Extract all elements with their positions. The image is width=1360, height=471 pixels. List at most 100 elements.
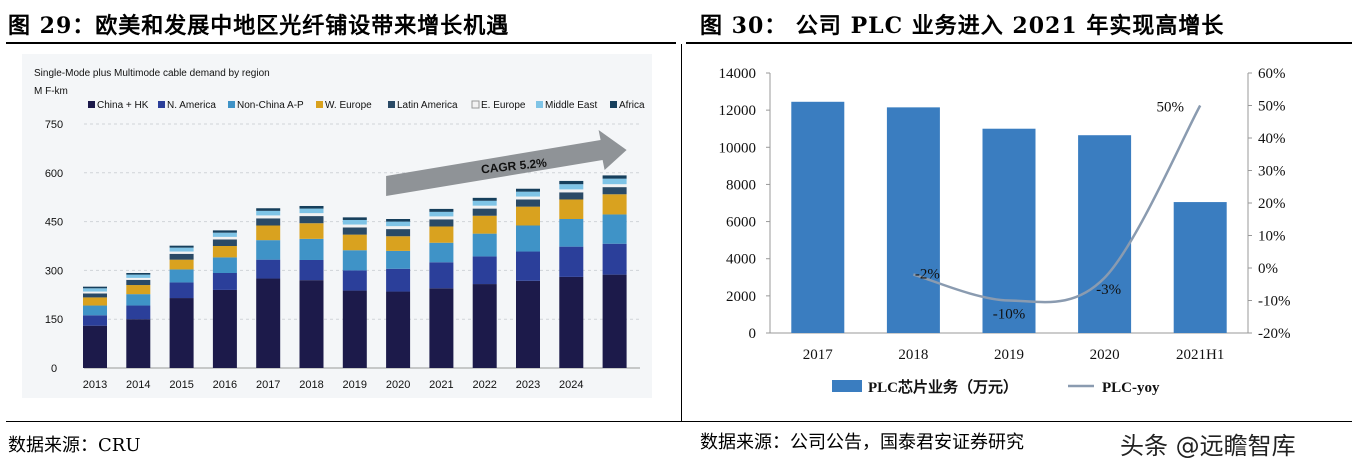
left-bar-segment: [212, 239, 237, 246]
watermark: 头条 @远瞻智库: [1120, 432, 1296, 460]
right-bars: [791, 101, 1227, 334]
left-xtick-label: 2019: [343, 379, 367, 391]
left-legend-label: China + HK: [97, 100, 149, 111]
left-bar-segment: [256, 240, 281, 260]
left-bar-segment: [126, 285, 151, 295]
left-xtick-label: 2021: [429, 379, 453, 391]
left-bar-segment: [212, 236, 237, 240]
left-ytick-label: 0: [51, 363, 57, 375]
left-bar-segment: [83, 325, 107, 368]
cagr-arrow-shape: [386, 130, 627, 196]
left-legend-label: Non-China A-P: [237, 100, 304, 111]
plc-bar: [1078, 135, 1132, 333]
left-bar-segment: [83, 286, 107, 289]
plc-bar: [1173, 202, 1227, 333]
left-bar-segment: [429, 208, 454, 212]
left-bar-segment: [83, 293, 107, 298]
left-bar-segment: [212, 230, 237, 233]
right-source: 数据来源：公司公告，国泰君安证券研究: [700, 432, 1024, 453]
left-bar-segment: [342, 227, 367, 235]
left-legend-swatch: [388, 101, 395, 108]
left-bar-segment: [472, 205, 497, 209]
left-legend-swatch: [158, 101, 165, 108]
left-bar-segment: [472, 197, 497, 201]
left-bar-segment: [83, 315, 107, 326]
legend-bar-label: PLC芯片业务（万元）: [868, 378, 1018, 396]
left-x-axis: 2013 2014 2015 2016 2017 2018 2019 2020 2021 2022…: [83, 379, 584, 391]
left-legend-label: Africa: [619, 100, 645, 111]
left-bar-segment: [602, 184, 627, 188]
left-bar-segment: [256, 259, 281, 279]
right-right-tick-label: 10%: [1258, 229, 1286, 245]
left-legend-label: N. America: [167, 100, 216, 111]
left-bar-segment: [169, 251, 194, 254]
left-bar-segment: [299, 213, 324, 217]
left-bar-segment: [299, 238, 324, 260]
left-bar-segment: [256, 215, 281, 219]
left-bar-segment: [472, 233, 497, 257]
left-bar-segment: [429, 211, 454, 217]
left-xtick-label: 2015: [169, 379, 193, 391]
left-bar-segment: [169, 247, 194, 252]
left-ytick-label: 150: [45, 314, 63, 326]
left-bar-segment: [126, 277, 151, 280]
right-right-tick-label: 30%: [1258, 164, 1286, 180]
left-bar-segment: [429, 226, 454, 243]
right-xtick-label: 2017: [803, 347, 834, 363]
left-bar-segment: [472, 208, 497, 216]
right-right-tick-label: -20%: [1258, 326, 1291, 342]
left-bar-segment: [516, 225, 540, 252]
left-bar-segment: [256, 225, 281, 241]
left-legend-swatch: [316, 101, 323, 108]
left-bar-segment: [429, 262, 454, 289]
left-stacked-bar-chart: Single-Mode plus Multimode cable demand …: [22, 54, 652, 398]
left-bar-segment: [386, 250, 411, 269]
right-right-tick-label: 20%: [1258, 196, 1286, 212]
yoy-data-label: -10%: [993, 307, 1026, 323]
left-bar-segment: [169, 259, 194, 270]
left-bar-segment: [342, 270, 367, 291]
left-bar-segment: [299, 208, 324, 214]
left-bar-segment: [169, 269, 194, 283]
left-legend: China + HK N. America Non-China A-P W. Euro…: [88, 100, 645, 111]
right-left-tick-label: 6000: [726, 215, 756, 231]
left-bar-segment: [256, 208, 281, 211]
left-bar-segment: [169, 253, 194, 260]
plc-bar: [791, 101, 845, 334]
left-bar-segment: [602, 274, 627, 368]
left-bar-segment: [516, 206, 540, 226]
left-bar-segment: [83, 297, 107, 306]
left-bar-segment: [559, 180, 584, 185]
left-bar-segment: [342, 290, 367, 368]
right-left-tick-label: 10000: [719, 140, 757, 156]
left-bar-segment: [559, 189, 584, 193]
yoy-data-label: -3%: [1096, 282, 1121, 298]
left-bar-segment: [126, 273, 151, 275]
left-ytick-label: 600: [45, 168, 63, 180]
left-figure-title: 图 29：欧美和发展中地区光纤铺设带来增长机遇: [8, 13, 510, 39]
left-xtick-label: 2020: [386, 379, 410, 391]
yoy-data-label: 50%: [1156, 100, 1184, 116]
left-legend-label: W. Europe: [325, 100, 372, 111]
left-bar-segment: [342, 217, 367, 220]
right-xtick-label: 2019: [994, 347, 1024, 363]
left-xtick-label: 2014: [126, 379, 150, 391]
left-bar-segment: [602, 178, 627, 185]
left-xtick-label: 2023: [516, 379, 540, 391]
right-yoy-line: -2% -10% -3% 50%: [913, 100, 1202, 323]
right-right-tick-label: 0%: [1258, 261, 1278, 277]
left-legend-swatch: [610, 101, 617, 108]
left-xtick-label: 2022: [472, 379, 496, 391]
left-bar-segment: [559, 246, 584, 277]
left-bar-segment: [83, 291, 107, 294]
left-bar-segment: [516, 191, 540, 197]
left-legend-swatch: [228, 101, 235, 108]
left-bar-segment: [472, 256, 497, 285]
left-bar-segment: [83, 288, 107, 292]
right-left-tick-label: 0: [749, 326, 757, 342]
left-bar-segment: [212, 273, 237, 290]
left-ytick-label: 450: [45, 217, 63, 229]
cagr-arrow: CAGR 5.2%: [386, 130, 627, 196]
left-bar-segment: [516, 196, 540, 200]
right-bar-line-chart: 0 2000 4000 6000 8000 10000 12000 14000 -20% -10%…: [719, 66, 1291, 396]
